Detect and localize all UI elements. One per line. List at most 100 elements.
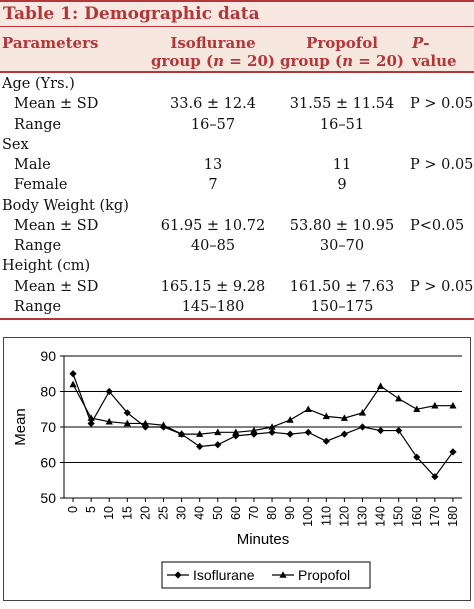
- x-tick-label: 170: [428, 506, 442, 527]
- row-sub-label: Female: [14, 177, 68, 194]
- propofol-point: [141, 419, 150, 427]
- row-sub-label: Range: [14, 238, 62, 254]
- header-p-value: P-value: [412, 34, 474, 70]
- cell-p-value: P > 0.05: [410, 157, 474, 173]
- row-sub-label: Mean ± SD: [14, 278, 99, 295]
- propofol-point: [322, 412, 330, 420]
- table-header-row: [0, 27, 474, 71]
- propofol-point: [304, 405, 312, 413]
- chart-series: [69, 370, 457, 481]
- row-sub-label: Male: [14, 157, 51, 173]
- y-tick-label: 70: [40, 419, 56, 435]
- x-tick-label: 150: [392, 506, 406, 527]
- series-line-isoflurane: [72, 373, 454, 478]
- propofol-point: [214, 428, 222, 436]
- isoflurane-point: [304, 428, 312, 436]
- series-line-propofol: [72, 384, 453, 435]
- propofol-point: [196, 430, 204, 437]
- header-rule-bottom: [0, 71, 474, 73]
- x-tick-label: 90: [283, 506, 297, 520]
- x-tick-label: 30: [175, 506, 189, 520]
- x-tick-label: 15: [120, 506, 134, 520]
- grid-lines: [64, 355, 462, 463]
- isoflurane-point: [358, 423, 367, 431]
- cell-propofol: 161.50 ± 7.63: [289, 278, 395, 295]
- x-tick-label: 110: [319, 506, 333, 526]
- cell-isoflurane: 13: [203, 157, 223, 173]
- propofol-point: [105, 417, 113, 425]
- cell-isoflurane: 16–57: [190, 116, 236, 133]
- legend-marker-propofol: [279, 571, 287, 578]
- cell-isoflurane: 33.6 ± 12.4: [170, 96, 256, 113]
- line-chart: 50 60 70 80 90 0 5 10 15 20 25 30 40 50 60 70 80 90 100 11…: [12, 348, 462, 589]
- x-tick-label: 160: [410, 506, 424, 527]
- y-tick-label: 80: [40, 384, 56, 400]
- row-sub-label: Mean ± SD: [14, 96, 99, 113]
- propofol-point: [413, 405, 421, 413]
- propofol-point: [268, 423, 276, 430]
- isoflurane-point: [87, 419, 95, 428]
- row-group-label: Height (cm): [2, 258, 91, 275]
- propofol-point: [177, 430, 186, 437]
- x-tick-label: 120: [337, 506, 351, 527]
- x-axis: 0 5 10 15 20 25 30 40 50 60 70 80 90 100 110 120 130 140 1…: [64, 497, 462, 527]
- header-p-rest: -value: [412, 34, 457, 70]
- isoflurane-point: [69, 370, 77, 378]
- y-tick-label: 50: [40, 490, 56, 506]
- header-isoflurane-line1: Isoflurane: [170, 34, 256, 52]
- legend-box: [161, 561, 371, 589]
- row-sub-label: Range: [14, 116, 62, 133]
- x-tick-label: 180: [446, 506, 460, 527]
- table-title-bar: Table 1: Demographic data: [0, 0, 474, 26]
- propofol-point: [87, 414, 95, 421]
- x-tick-label: 25: [157, 506, 171, 520]
- isoflurane-point: [431, 473, 439, 481]
- x-tick-label: 100: [301, 506, 315, 527]
- isoflurane-point: [322, 437, 330, 445]
- header-isoflurane-suffix: = 20): [224, 52, 275, 70]
- propofol-point: [232, 428, 240, 436]
- isoflurane-point: [286, 430, 294, 438]
- x-axis-label: Minutes: [237, 531, 290, 548]
- isoflurane-point: [340, 430, 349, 438]
- isoflurane-point: [376, 426, 385, 435]
- cell-propofol: 16–51: [319, 116, 365, 133]
- cell-propofol: 150–175: [310, 298, 374, 315]
- header-isoflurane-prefix: group (: [151, 52, 214, 70]
- table-bottom-rule: [0, 318, 474, 320]
- row-sub-label: Mean ± SD: [14, 217, 99, 234]
- header-propofol-prefix: group (: [280, 52, 343, 70]
- x-tick-label: 80: [265, 506, 279, 520]
- legend-marker-isoflurane: [174, 571, 182, 579]
- propofol-point: [69, 380, 77, 388]
- cell-isoflurane: 7: [208, 177, 218, 194]
- x-tick-label: 140: [374, 506, 388, 527]
- header-parameters: Parameters: [2, 34, 99, 52]
- cell-propofol: 9: [337, 177, 347, 194]
- row-group-label: Sex: [2, 136, 29, 153]
- legend-label-propofol: Propofol: [298, 567, 350, 583]
- cell-p-value: P > 0.05: [410, 96, 474, 113]
- x-tick-label: 70: [247, 506, 261, 520]
- x-tick-label: 60: [229, 506, 243, 520]
- y-axis: 50 60 70 80 90: [40, 348, 65, 506]
- header-propofol-suffix: = 20): [353, 52, 404, 70]
- propofol-point: [358, 409, 367, 416]
- x-tick-label: 10: [102, 506, 116, 520]
- cell-isoflurane: 145–180: [181, 298, 245, 315]
- cell-propofol: 11: [332, 157, 352, 173]
- header-p-italic: P: [412, 34, 424, 52]
- table-title: Table 1: Demographic data: [3, 4, 260, 24]
- propofol-point: [250, 426, 258, 434]
- cell-propofol: 31.55 ± 11.54: [289, 96, 395, 113]
- cell-propofol: 30–70: [319, 238, 365, 254]
- x-tick-label: 0: [66, 506, 80, 513]
- chart-frame: 50 60 70 80 90 0 5 10 15 20 25 30 40 50 60 70 80 90 100 11…: [3, 337, 471, 601]
- header-isoflurane: Isoflurane group (n = 20): [133, 34, 293, 70]
- x-tick-label: 5: [84, 506, 98, 513]
- header-propofol-line1: Propofol: [306, 34, 378, 52]
- propofol-point: [159, 421, 168, 429]
- row-group-label: Age (Yrs.): [2, 76, 75, 92]
- cell-isoflurane: 61.95 ± 10.72: [160, 217, 266, 234]
- propofol-point: [395, 394, 403, 402]
